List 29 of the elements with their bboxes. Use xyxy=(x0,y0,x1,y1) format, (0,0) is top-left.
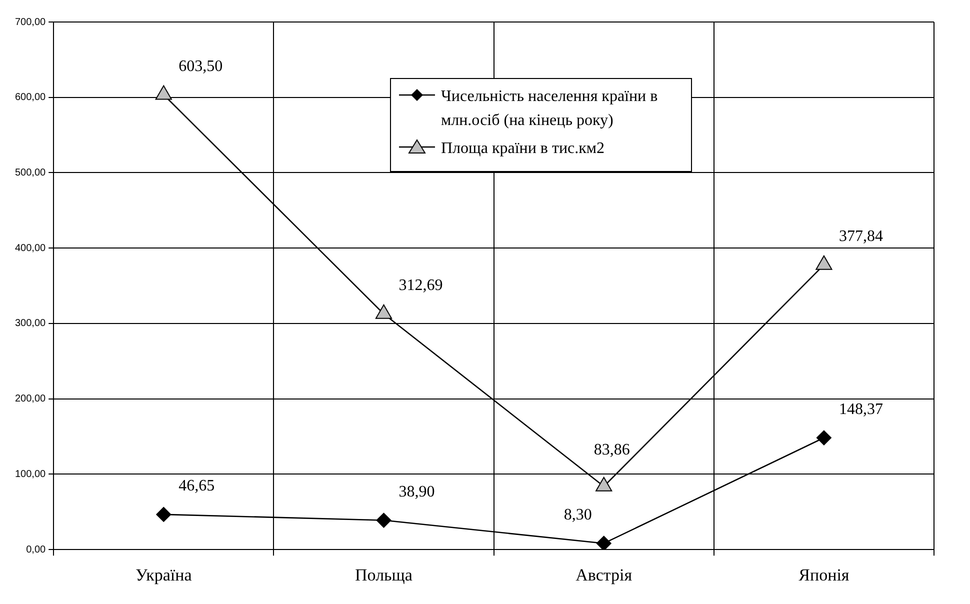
legend-label: Площа країни в тис.км2 xyxy=(441,139,605,159)
data-label: 377,84 xyxy=(838,228,883,246)
data-label: 38,90 xyxy=(398,483,435,500)
data-label: 46,65 xyxy=(178,478,215,495)
y-tick-label: 300,00 xyxy=(14,318,46,330)
data-label: 83,86 xyxy=(594,442,630,459)
y-tick-label: 600,00 xyxy=(14,92,46,104)
point xyxy=(816,430,832,446)
point xyxy=(375,304,392,319)
y-tick-label: 500,00 xyxy=(14,167,46,178)
x-tick-label: Польща xyxy=(355,565,413,584)
point xyxy=(596,536,612,550)
y-tick-label: 100,00 xyxy=(14,468,46,480)
y-tick-label: 200,00 xyxy=(14,394,46,405)
y-tick-label: 0,00 xyxy=(26,544,46,556)
point xyxy=(155,85,172,100)
data-label: 8,30 xyxy=(564,506,592,524)
point xyxy=(156,506,172,522)
data-label: 603,50 xyxy=(178,58,223,75)
point xyxy=(376,512,392,528)
data-label: 312,69 xyxy=(398,277,443,294)
x-tick-label: Україна xyxy=(136,565,192,584)
legend-label: Чисельність населення країни в млн.осіб (на кінець року) xyxy=(441,87,659,131)
data-label: 148,37 xyxy=(838,400,883,418)
point xyxy=(816,255,832,270)
y-tick-label: 700,00 xyxy=(14,16,46,28)
y-tick-label: 400,00 xyxy=(14,242,46,254)
x-tick-label: Австрія xyxy=(576,565,632,584)
x-tick-label: Японія xyxy=(798,565,850,584)
